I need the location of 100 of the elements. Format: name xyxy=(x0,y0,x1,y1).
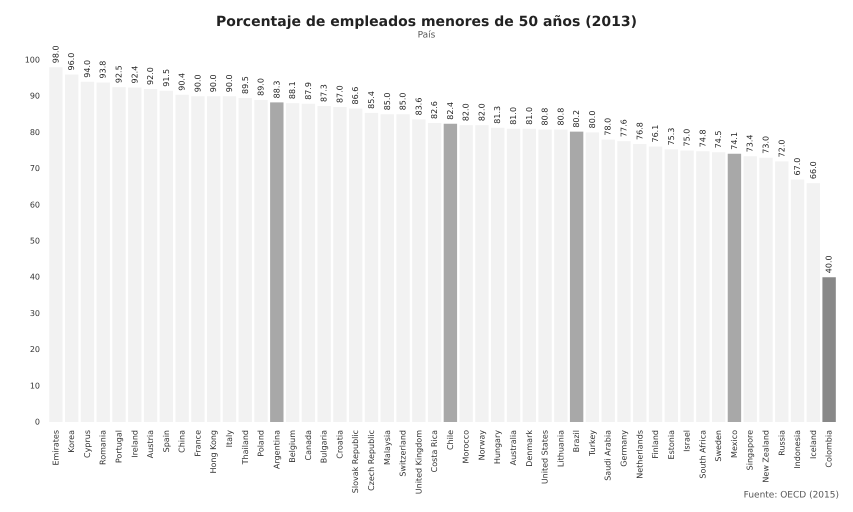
x-tick-label: Iceland xyxy=(808,430,818,459)
x-tick-label: United States xyxy=(540,430,550,484)
x-tick-label: China xyxy=(178,430,187,453)
data-label: 75.3 xyxy=(666,128,676,146)
x-tick-label: Korea xyxy=(67,430,76,453)
x-tick-label: Norway xyxy=(477,430,486,460)
data-label: 74.8 xyxy=(698,129,708,148)
data-label: 40.0 xyxy=(824,255,834,274)
x-tick-label: South Africa xyxy=(698,430,708,479)
data-label: 82.6 xyxy=(430,101,440,119)
x-tick-label: Belgium xyxy=(288,430,298,463)
data-label: 93.8 xyxy=(98,60,108,78)
data-label: 89.5 xyxy=(240,76,250,94)
x-tick-label: Russia xyxy=(777,430,786,456)
data-label: 92.5 xyxy=(114,65,124,84)
x-tick-label: Slovak Republic xyxy=(351,430,360,494)
x-tick-label: Portugal xyxy=(114,430,124,464)
data-label: 92.0 xyxy=(146,67,156,85)
x-tick-label: Denmark xyxy=(524,430,534,467)
data-label: 81.0 xyxy=(509,106,518,125)
data-label: 91.5 xyxy=(162,68,171,87)
x-tick-label: Sweden xyxy=(714,430,724,462)
data-label: 96.0 xyxy=(67,52,76,70)
x-tick-label: Romania xyxy=(98,430,108,465)
bar xyxy=(728,154,742,422)
data-label: 85.0 xyxy=(398,92,408,110)
data-label: 81.0 xyxy=(524,106,534,125)
bar xyxy=(270,102,284,422)
x-tick-label: Colombia xyxy=(824,430,834,468)
x-tick-label: Indonesia xyxy=(793,430,802,469)
x-tick-label: New Zealand xyxy=(761,430,770,483)
bar xyxy=(444,124,458,422)
data-label: 90.0 xyxy=(193,74,202,92)
x-tick-label: United Kingdom xyxy=(414,430,424,494)
x-tick-label: Poland xyxy=(256,430,266,457)
data-label: 80.2 xyxy=(572,110,582,128)
y-tick-label: 20 xyxy=(30,345,40,354)
x-tick-label: Mexico xyxy=(730,430,739,458)
x-tick-label: Saudi Arabia xyxy=(604,430,613,481)
data-label: 87.9 xyxy=(304,82,313,100)
x-tick-label: Bulgaria xyxy=(320,430,329,464)
data-label: 73.0 xyxy=(761,136,770,154)
data-label: 74.5 xyxy=(714,130,724,148)
x-tick-label: Czech Republic xyxy=(366,430,376,491)
x-tick-label: Cyprus xyxy=(82,430,92,458)
y-tick-label: 90 xyxy=(30,92,40,101)
source-note: Fuente: OECD (2015) xyxy=(744,490,840,500)
x-tick-label: Netherlands xyxy=(635,430,644,479)
data-label: 74.1 xyxy=(730,132,739,150)
x-tick-label: Austria xyxy=(146,430,156,458)
x-tick-label: Argentina xyxy=(272,430,282,470)
data-label: 98.0 xyxy=(51,45,60,64)
data-label: 87.3 xyxy=(320,84,329,102)
y-tick-label: 0 xyxy=(34,418,40,426)
data-label: 67.0 xyxy=(793,158,802,176)
data-label: 82.0 xyxy=(462,103,471,122)
data-label: 88.3 xyxy=(272,80,282,98)
data-label: 89.0 xyxy=(256,78,266,96)
x-tick-label: Estonia xyxy=(666,430,676,460)
data-label: 80.8 xyxy=(540,108,550,126)
data-label: 66.0 xyxy=(808,161,818,180)
y-tick-label: 100 xyxy=(24,56,40,64)
data-label: 88.1 xyxy=(288,81,298,100)
y-tick-label: 70 xyxy=(30,164,40,174)
x-tick-label: Israel xyxy=(682,430,692,452)
x-tick-label: Emirates xyxy=(51,430,60,466)
x-tick-label: Hong Kong xyxy=(209,430,218,474)
data-label: 76.8 xyxy=(635,122,644,140)
data-label: 86.6 xyxy=(351,86,360,105)
data-label: 80.0 xyxy=(588,110,597,128)
chart-subtitle: País xyxy=(418,30,436,40)
x-tick-label: Lithuania xyxy=(556,430,566,468)
data-label: 92.4 xyxy=(130,66,140,84)
y-tick-label: 10 xyxy=(30,381,40,390)
data-label: 83.6 xyxy=(414,98,424,116)
data-label: 81.3 xyxy=(493,106,502,124)
data-label: 85.0 xyxy=(382,92,392,110)
x-tick-label: Italy xyxy=(224,430,234,448)
data-label: 90.4 xyxy=(178,72,187,91)
x-tick-label: Thailand xyxy=(240,430,250,466)
x-tick-label: Singapore xyxy=(746,430,755,470)
y-tick-label: 50 xyxy=(30,236,40,246)
y-tick-label: 30 xyxy=(30,308,40,318)
data-label: 73.4 xyxy=(746,134,755,152)
x-tick-label: Morocco xyxy=(462,430,471,464)
x-tick-label: Germany xyxy=(619,430,628,467)
x-tick-label: Canada xyxy=(304,430,313,460)
data-label: 87.0 xyxy=(335,85,344,104)
data-label: 82.4 xyxy=(446,102,455,120)
data-label: 72.0 xyxy=(777,140,786,158)
x-tick-label: Turkey xyxy=(588,430,597,458)
data-label: 78.0 xyxy=(604,118,613,136)
y-tick-label: 40 xyxy=(30,272,40,282)
data-label: 75.0 xyxy=(682,128,692,146)
data-label: 77.6 xyxy=(619,119,628,138)
x-tick-label: Finland xyxy=(651,430,660,459)
bar xyxy=(570,132,584,422)
data-label: 82.0 xyxy=(477,103,486,122)
x-tick-label: France xyxy=(193,430,202,457)
data-label: 94.0 xyxy=(82,60,92,78)
